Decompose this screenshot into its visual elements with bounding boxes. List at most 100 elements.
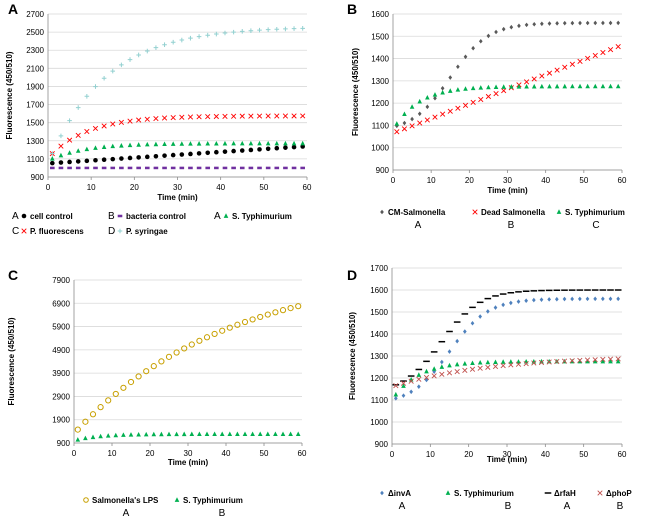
data-point	[425, 94, 430, 100]
data-point	[592, 357, 598, 363]
data-point	[50, 160, 55, 166]
data-point	[136, 117, 142, 123]
data-point	[463, 54, 468, 60]
legend-marker	[380, 490, 384, 496]
data-point	[508, 362, 514, 368]
x-tick-label: 0	[72, 449, 77, 458]
data-point	[274, 113, 280, 119]
data-point	[448, 75, 453, 80]
data-point	[66, 137, 73, 143]
data-point	[274, 140, 280, 146]
x-tick-label: 30	[503, 176, 512, 185]
series-2	[392, 289, 622, 386]
data-point	[274, 26, 280, 32]
data-point	[121, 432, 126, 437]
data-point	[493, 359, 498, 365]
legend-marker	[21, 228, 27, 234]
data-point	[153, 45, 159, 50]
data-point	[181, 431, 187, 437]
data-point	[265, 146, 271, 152]
data-point	[128, 432, 134, 437]
data-point	[75, 132, 81, 138]
data-point	[188, 341, 195, 348]
data-point	[75, 437, 81, 442]
legend-item: ΔinvA A	[380, 489, 411, 512]
data-point	[494, 29, 498, 35]
data-point	[585, 358, 590, 364]
data-point	[250, 431, 255, 436]
data-point	[158, 358, 165, 365]
data-point	[547, 83, 552, 89]
data-point	[127, 378, 135, 386]
data-point	[74, 426, 81, 433]
data-point	[170, 141, 176, 146]
data-point	[570, 83, 575, 89]
data-point	[509, 84, 514, 89]
data-point	[432, 92, 438, 97]
data-point	[265, 27, 271, 32]
data-point	[501, 88, 507, 94]
data-point	[454, 361, 460, 367]
data-point	[181, 345, 188, 352]
data-point	[600, 356, 606, 363]
data-point	[58, 133, 64, 139]
data-point	[112, 390, 119, 398]
data-point	[569, 358, 575, 364]
data-point	[440, 85, 445, 91]
data-point	[127, 118, 133, 124]
data-point	[105, 397, 112, 404]
data-point	[222, 30, 228, 36]
x-tick-label: 50	[259, 183, 268, 192]
data-point	[165, 353, 173, 360]
data-point	[470, 99, 476, 106]
legend-group: A	[399, 501, 406, 512]
data-point	[153, 153, 159, 159]
data-point	[222, 113, 228, 119]
x-tick-label: 60	[303, 183, 312, 192]
data-point	[187, 114, 194, 120]
data-point	[127, 142, 133, 148]
data-point	[300, 26, 305, 31]
data-point	[446, 370, 453, 376]
data-point	[239, 113, 245, 119]
data-point	[400, 380, 407, 386]
data-point	[447, 88, 453, 93]
data-point	[170, 166, 176, 170]
y-tick-label: 1100	[27, 155, 45, 164]
data-point	[401, 383, 406, 388]
data-point	[179, 114, 185, 120]
data-point	[75, 166, 81, 170]
data-point	[179, 141, 185, 146]
data-point	[84, 166, 90, 170]
legend-group: B	[508, 220, 515, 231]
data-point	[143, 431, 149, 437]
y-tick-label: 2500	[26, 28, 44, 37]
data-point	[577, 58, 583, 64]
data-point	[592, 83, 598, 89]
series-4	[50, 26, 305, 156]
legend-prefix: A	[214, 211, 221, 222]
legend-marker	[174, 497, 180, 502]
data-point	[570, 296, 575, 302]
data-point	[493, 305, 498, 310]
data-point	[416, 384, 421, 389]
data-point	[67, 150, 72, 155]
data-point	[439, 111, 446, 117]
data-point	[219, 327, 226, 334]
y-tick-label: 900	[376, 166, 390, 175]
x-tick-label: 10	[108, 449, 117, 458]
data-point	[600, 83, 606, 89]
data-point	[92, 125, 99, 132]
data-point	[485, 364, 491, 370]
data-point	[501, 302, 506, 308]
data-point	[273, 431, 278, 436]
data-point	[469, 366, 476, 372]
data-point	[287, 305, 294, 312]
data-point	[462, 367, 468, 374]
y-tick-label: 1600	[371, 10, 389, 19]
data-point	[75, 148, 81, 153]
panel-c: C 900 1900 2900 3900 4900 5900 6900 7900 0 10 20 30 4…	[7, 267, 307, 467]
y-tick-label: 1100	[371, 396, 389, 405]
data-point	[615, 44, 621, 50]
data-point	[462, 361, 468, 366]
